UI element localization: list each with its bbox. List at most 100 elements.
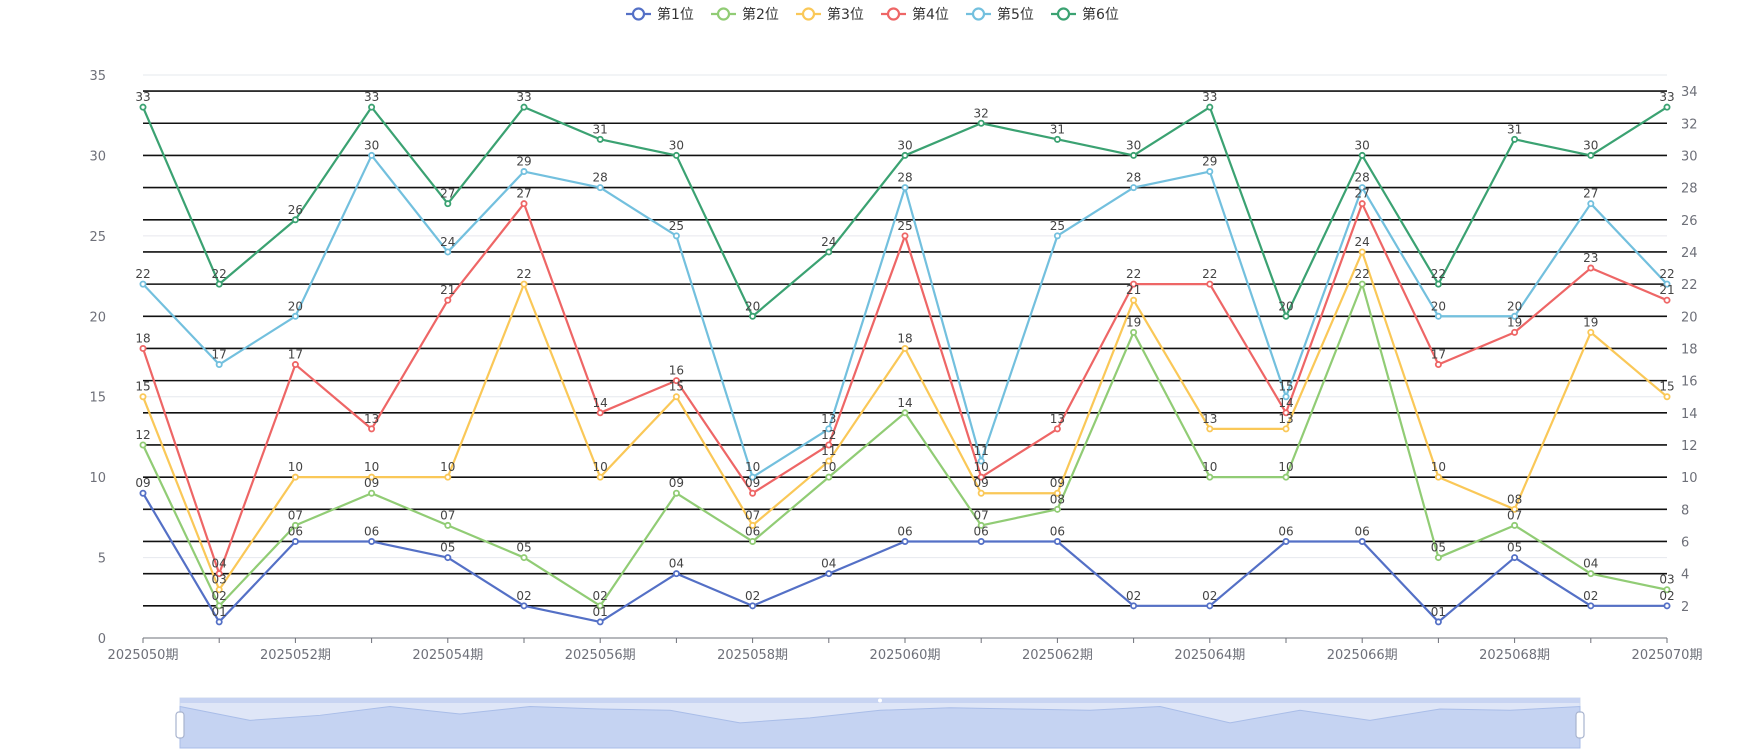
legend[interactable]: 第1位 第2位 第3位 第4位 第5位 第6位 xyxy=(626,6,1119,23)
data-point[interactable] xyxy=(1130,151,1138,159)
data-point[interactable] xyxy=(1663,296,1671,304)
data-point[interactable] xyxy=(749,537,757,545)
zoom-handle-right[interactable] xyxy=(1575,711,1585,739)
data-point[interactable] xyxy=(1358,248,1366,256)
data-point[interactable] xyxy=(977,473,985,481)
data-point[interactable] xyxy=(1663,280,1671,288)
data-point[interactable] xyxy=(1434,554,1442,562)
legend-item-6[interactable]: 第6位 xyxy=(1051,6,1119,23)
data-point[interactable] xyxy=(520,280,528,288)
zoom-grip[interactable] xyxy=(878,698,882,703)
data-point[interactable] xyxy=(825,473,833,481)
data-point[interactable] xyxy=(1053,489,1061,497)
data-point[interactable] xyxy=(1053,505,1061,513)
data-point[interactable] xyxy=(368,425,376,433)
data-point[interactable] xyxy=(291,312,299,320)
data-point[interactable] xyxy=(749,602,757,610)
data-point[interactable] xyxy=(444,296,452,304)
data-point[interactable] xyxy=(215,280,223,288)
data-point[interactable] xyxy=(672,489,680,497)
data-point[interactable] xyxy=(901,232,909,240)
data-point[interactable] xyxy=(1511,554,1519,562)
data-point[interactable] xyxy=(520,168,528,176)
legend-item-5[interactable]: 第5位 xyxy=(966,6,1034,23)
data-point[interactable] xyxy=(977,119,985,127)
data-point[interactable] xyxy=(1206,473,1214,481)
data-point[interactable] xyxy=(520,602,528,610)
data-point[interactable] xyxy=(1663,602,1671,610)
data-point[interactable] xyxy=(672,151,680,159)
data-point[interactable] xyxy=(139,393,147,401)
data-point[interactable] xyxy=(520,200,528,208)
data-point[interactable] xyxy=(596,135,604,143)
data-point[interactable] xyxy=(520,103,528,111)
data-point[interactable] xyxy=(1282,425,1290,433)
data-point[interactable] xyxy=(1206,168,1214,176)
data-point[interactable] xyxy=(368,489,376,497)
data-point[interactable] xyxy=(139,344,147,352)
data-point[interactable] xyxy=(368,103,376,111)
data-zoom-slider[interactable] xyxy=(175,697,1585,749)
data-point[interactable] xyxy=(1358,537,1366,545)
data-point[interactable] xyxy=(596,618,604,626)
legend-item-3[interactable]: 第3位 xyxy=(796,6,864,23)
data-point[interactable] xyxy=(1206,602,1214,610)
data-point[interactable] xyxy=(672,232,680,240)
data-point[interactable] xyxy=(215,602,223,610)
data-point[interactable] xyxy=(672,377,680,385)
data-point[interactable] xyxy=(1053,232,1061,240)
data-point[interactable] xyxy=(1434,361,1442,369)
data-point[interactable] xyxy=(1511,505,1519,513)
data-point[interactable] xyxy=(444,521,452,529)
data-point[interactable] xyxy=(977,537,985,545)
data-point[interactable] xyxy=(1282,393,1290,401)
data-point[interactable] xyxy=(368,537,376,545)
legend-item-1[interactable]: 第1位 xyxy=(626,6,694,23)
data-point[interactable] xyxy=(520,554,528,562)
data-point[interactable] xyxy=(977,489,985,497)
data-point[interactable] xyxy=(139,280,147,288)
data-point[interactable] xyxy=(1587,570,1595,578)
data-point[interactable] xyxy=(1206,280,1214,288)
data-point[interactable] xyxy=(444,200,452,208)
data-point[interactable] xyxy=(1511,521,1519,529)
data-point[interactable] xyxy=(596,473,604,481)
data-point[interactable] xyxy=(1282,409,1290,417)
data-point[interactable] xyxy=(901,409,909,417)
data-point[interactable] xyxy=(1358,151,1366,159)
data-point[interactable] xyxy=(1358,280,1366,288)
data-point[interactable] xyxy=(1130,296,1138,304)
data-point[interactable] xyxy=(1434,280,1442,288)
data-point[interactable] xyxy=(1206,425,1214,433)
data-point[interactable] xyxy=(1511,135,1519,143)
data-point[interactable] xyxy=(749,489,757,497)
data-point[interactable] xyxy=(291,521,299,529)
data-point[interactable] xyxy=(596,184,604,192)
data-point[interactable] xyxy=(1053,135,1061,143)
data-point[interactable] xyxy=(1053,425,1061,433)
zoom-handle-left[interactable] xyxy=(175,711,185,739)
legend-item-2[interactable]: 第2位 xyxy=(711,6,779,23)
data-point[interactable] xyxy=(749,521,757,529)
data-point[interactable] xyxy=(1587,328,1595,336)
data-point[interactable] xyxy=(1434,618,1442,626)
data-point[interactable] xyxy=(825,425,833,433)
data-point[interactable] xyxy=(1206,103,1214,111)
data-point[interactable] xyxy=(1282,537,1290,545)
data-point[interactable] xyxy=(291,361,299,369)
data-point[interactable] xyxy=(901,537,909,545)
data-point[interactable] xyxy=(672,570,680,578)
data-point[interactable] xyxy=(139,441,147,449)
data-point[interactable] xyxy=(139,489,147,497)
data-point[interactable] xyxy=(1434,473,1442,481)
data-point[interactable] xyxy=(444,248,452,256)
data-point[interactable] xyxy=(215,586,223,594)
data-point[interactable] xyxy=(1282,473,1290,481)
data-point[interactable] xyxy=(1587,264,1595,272)
data-point[interactable] xyxy=(977,521,985,529)
data-point[interactable] xyxy=(1434,312,1442,320)
data-point[interactable] xyxy=(215,570,223,578)
data-point[interactable] xyxy=(1663,393,1671,401)
data-point[interactable] xyxy=(596,602,604,610)
data-point[interactable] xyxy=(1511,328,1519,336)
